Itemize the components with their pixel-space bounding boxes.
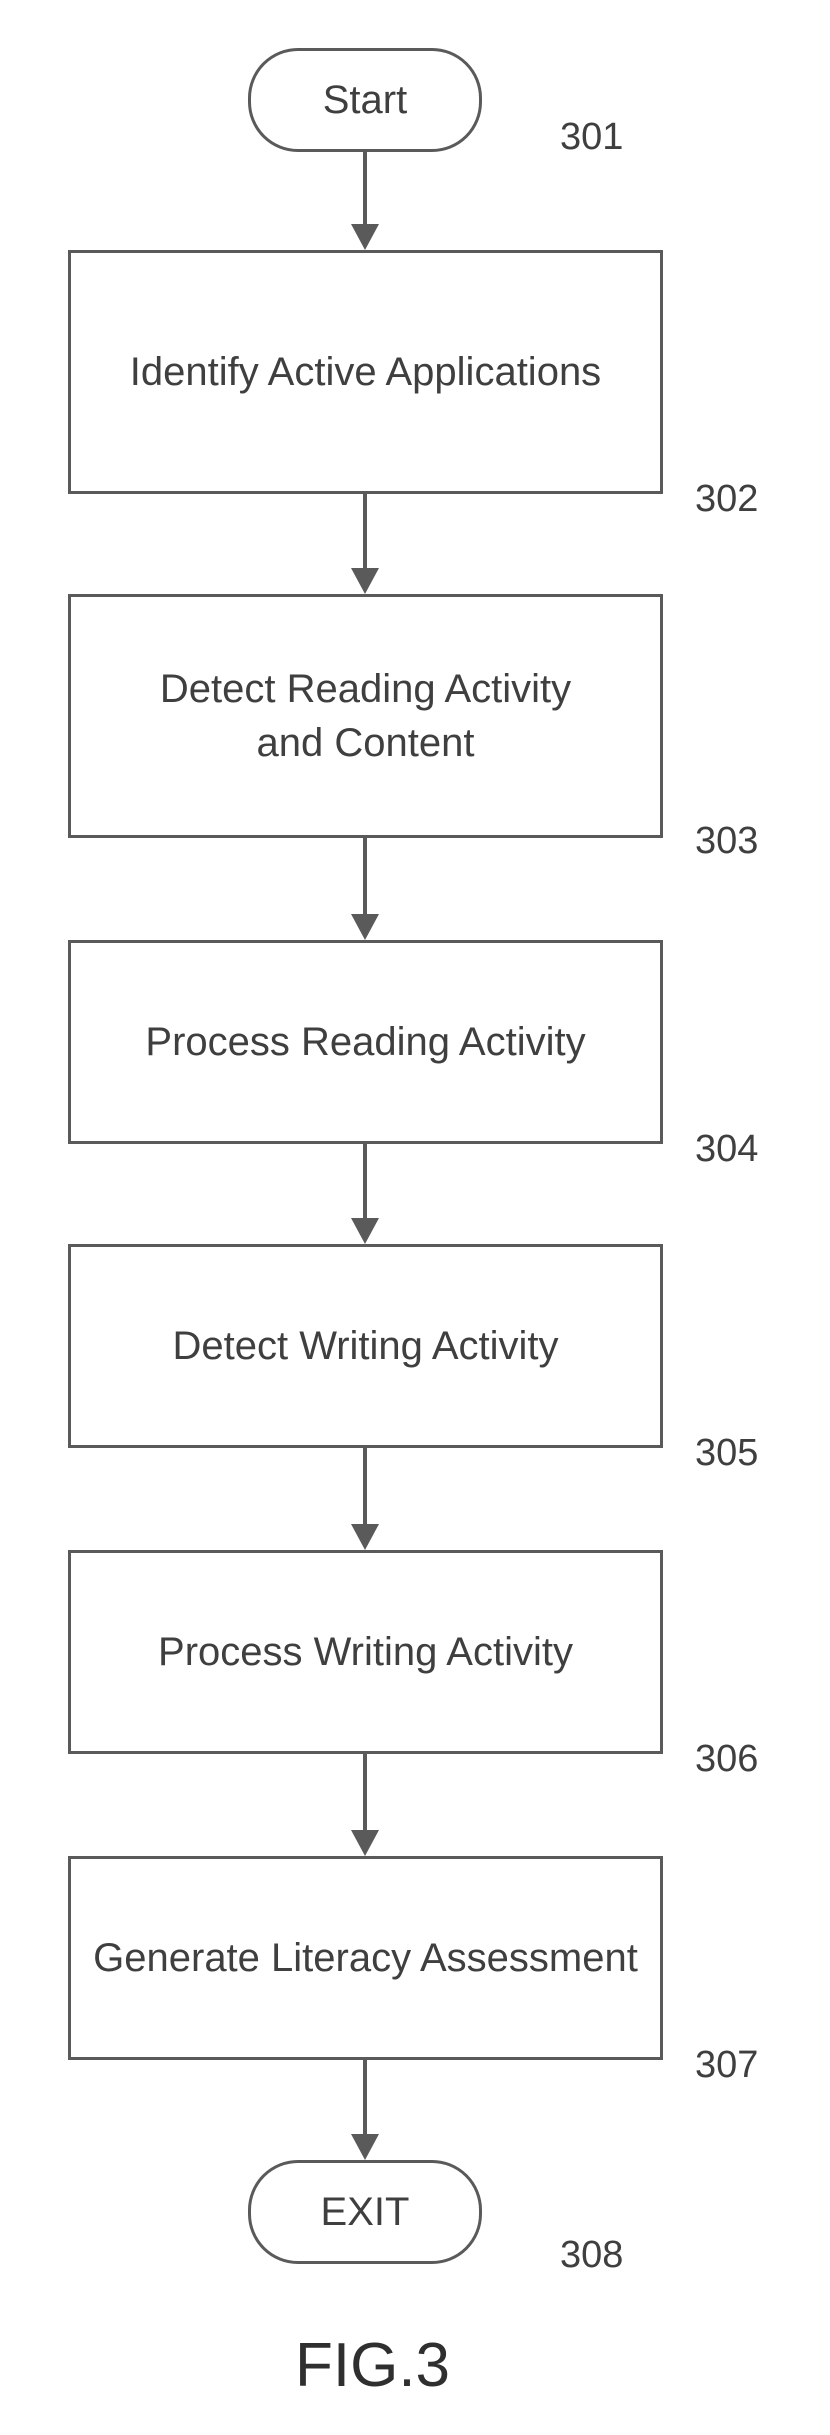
arrow-line (363, 152, 367, 224)
arrow-line (363, 1448, 367, 1524)
figure-label: FIG.3 (295, 2330, 450, 2401)
ref-308: 308 (560, 2234, 623, 2277)
arrow-line (363, 1144, 367, 1218)
arrow-head-icon (351, 568, 379, 594)
ref-302: 302 (695, 478, 758, 521)
arrow-head-icon (351, 1524, 379, 1550)
arrow-head-icon (351, 2134, 379, 2160)
arrow-line (363, 2060, 367, 2134)
arrow-head-icon (351, 1218, 379, 1244)
generate-assessment-box: Generate Literacy Assessment (68, 1856, 663, 2060)
ref-307: 307 (695, 2044, 758, 2087)
arrow-line (363, 494, 367, 568)
arrow-head-icon (351, 224, 379, 250)
identify-applications-box: Identify Active Applications (68, 250, 663, 494)
start-terminal: Start (248, 48, 482, 152)
start-label: Start (323, 78, 407, 123)
detect-reading-label: Detect Reading Activity and Content (160, 662, 571, 770)
arrow-line (363, 1754, 367, 1830)
detect-writing-label: Detect Writing Activity (172, 1319, 558, 1373)
detect-reading-box: Detect Reading Activity and Content (68, 594, 663, 838)
ref-306: 306 (695, 1738, 758, 1781)
detect-writing-box: Detect Writing Activity (68, 1244, 663, 1448)
process-reading-label: Process Reading Activity (145, 1015, 585, 1069)
flowchart-canvas: Start Identify Active Applications Detec… (0, 0, 830, 2435)
exit-label: EXIT (321, 2190, 410, 2235)
arrow-head-icon (351, 1830, 379, 1856)
arrow-line (363, 838, 367, 914)
generate-assessment-label: Generate Literacy Assessment (93, 1931, 638, 1985)
ref-303: 303 (695, 820, 758, 863)
identify-applications-label: Identify Active Applications (130, 345, 601, 399)
ref-304: 304 (695, 1128, 758, 1171)
process-reading-box: Process Reading Activity (68, 940, 663, 1144)
process-writing-label: Process Writing Activity (158, 1625, 573, 1679)
process-writing-box: Process Writing Activity (68, 1550, 663, 1754)
exit-terminal: EXIT (248, 2160, 482, 2264)
ref-305: 305 (695, 1432, 758, 1475)
ref-301: 301 (560, 116, 623, 159)
arrow-head-icon (351, 914, 379, 940)
